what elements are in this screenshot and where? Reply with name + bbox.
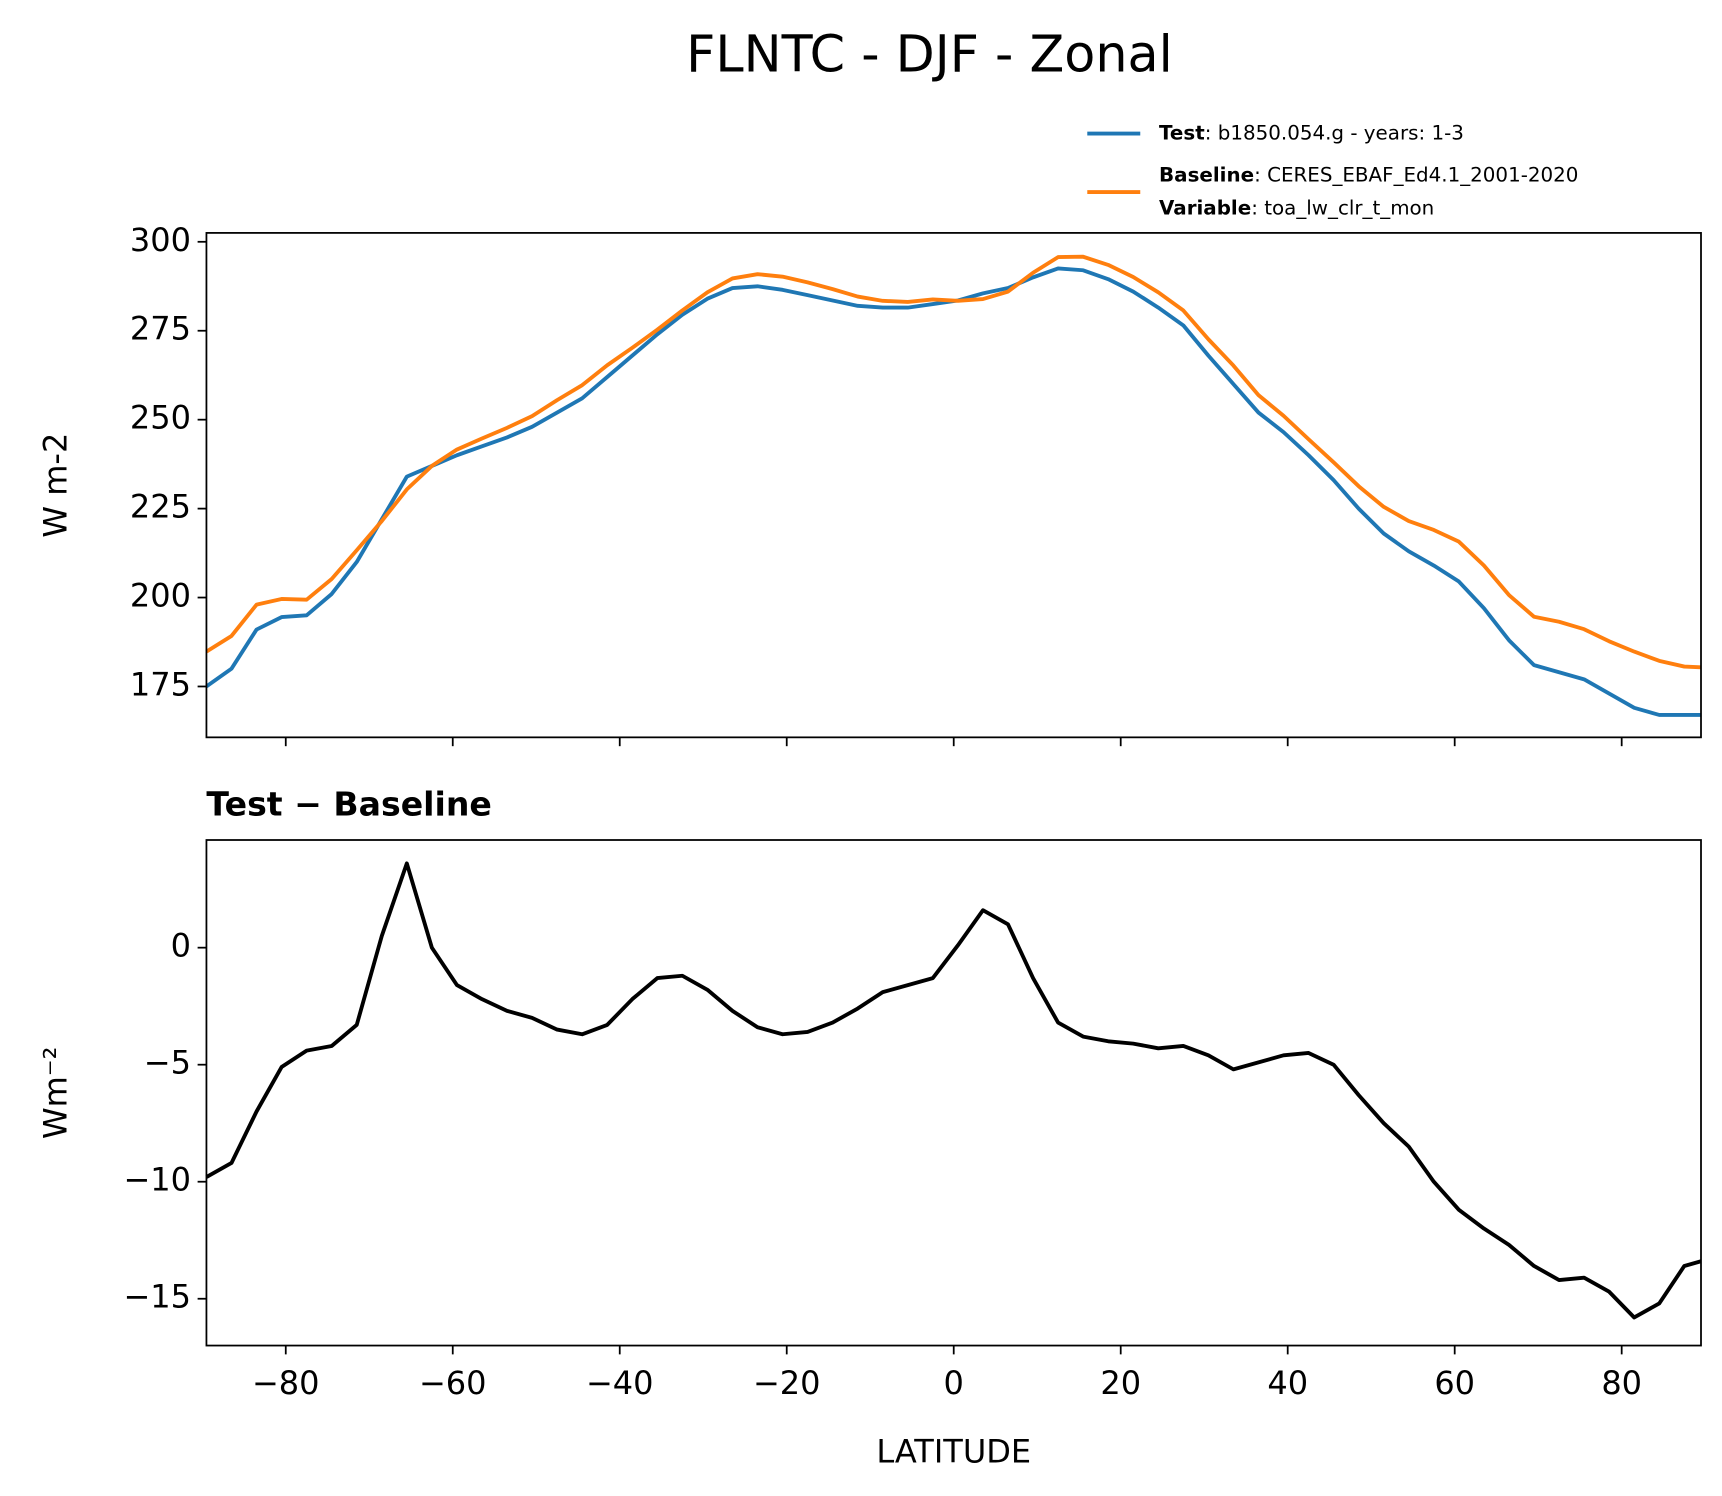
y-tick-label: 175 (130, 665, 191, 703)
x-tick-label: −20 (753, 1364, 821, 1402)
y-tick-label: 250 (130, 399, 191, 437)
axes-title: Test − Baseline (206, 785, 491, 824)
x-tick-label: −80 (252, 1364, 320, 1402)
legend-entry: Baseline: CERES_EBAF_Ed4.1_2001-2020 (1159, 163, 1578, 186)
y-tick-label: −15 (123, 1278, 191, 1316)
data-line (205, 254, 1702, 670)
legend-description: : b1850.054.g - years: 1-3 (1205, 121, 1464, 144)
legend-description: : CERES_EBAF_Ed4.1_2001-2020 (1254, 163, 1578, 186)
y-tick-label: 225 (130, 488, 191, 526)
y-tick-label: −10 (123, 1161, 191, 1199)
y-tick-label: 0 (171, 927, 191, 965)
data-line (205, 861, 1702, 1320)
legend-entry: Test: b1850.054.g - years: 1-3 (1159, 121, 1464, 144)
legend-name: Test (1159, 121, 1205, 144)
legend-entry: Variable: toa_lw_clr_t_mon (1159, 196, 1434, 219)
x-tick-label: 40 (1267, 1364, 1308, 1402)
x-tick-label: −40 (586, 1364, 654, 1402)
y-axis-label: W m-2 (36, 433, 74, 538)
legend-name: Variable (1159, 196, 1251, 219)
x-tick-label: 80 (1601, 1364, 1642, 1402)
x-tick-label: −60 (419, 1364, 487, 1402)
x-tick-label: 0 (944, 1364, 964, 1402)
y-tick-label: 300 (130, 221, 191, 259)
legend-name: Baseline (1159, 163, 1254, 186)
y-tick-label: 275 (130, 310, 191, 348)
legend-description: : toa_lw_clr_t_mon (1251, 196, 1434, 219)
axes-frame (205, 839, 1702, 1347)
y-axis-label: Wm⁻² (36, 1047, 74, 1140)
y-tick-label: 200 (130, 577, 191, 615)
axes-frame (205, 232, 1702, 739)
x-axis-label: LATITUDE (876, 1433, 1031, 1471)
x-tick-label: 60 (1434, 1364, 1475, 1402)
figure-title: FLNTC - DJF - Zonal (686, 24, 1173, 83)
x-tick-label: 20 (1100, 1364, 1141, 1402)
y-tick-label: −5 (144, 1044, 191, 1082)
